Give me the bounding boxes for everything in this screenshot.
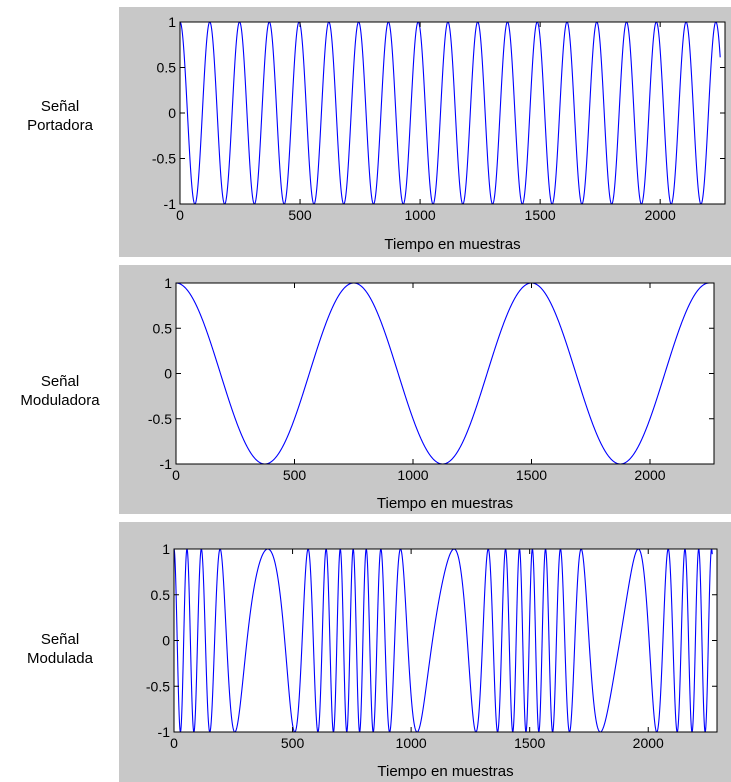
chart-1: 0 500 1000 1500 2000 1 0.5 0 -0.5 -1 Tiempo en mue…: [148, 275, 715, 512]
x-tick-label: 1000: [397, 467, 428, 483]
y-tick-label: 0: [162, 633, 170, 649]
y-tick-label: 1: [162, 541, 170, 557]
x-tick-label: 1500: [516, 467, 547, 483]
plot-area: [176, 283, 714, 464]
x-axis-label: Tiempo en muestras: [377, 763, 513, 780]
chart-0: 0 500 1000 1500 2000 1 0.5 0 -0.5 -1 Tiempo en mue…: [152, 14, 726, 253]
y-tick-label: -0.5: [146, 678, 170, 694]
row-label-modulada: Señal Modulada: [27, 631, 93, 667]
x-axis-label: Tiempo en muestras: [377, 495, 513, 512]
x-tick-label: 500: [281, 735, 305, 751]
x-tick-label: 0: [172, 467, 180, 483]
y-tick-label: -0.5: [152, 151, 176, 167]
series-line-0: [180, 22, 721, 204]
x-tick-label: 1000: [396, 735, 427, 751]
x-tick-label: 2000: [633, 735, 664, 751]
y-tick-label: 1: [164, 275, 172, 291]
x-axis-label: Tiempo en muestras: [384, 236, 520, 253]
x-tick-label: 2000: [634, 467, 665, 483]
y-tick-label: -1: [158, 724, 171, 740]
y-tick-label: -1: [164, 196, 177, 212]
plot-area: [174, 549, 717, 732]
chart-2: 0 500 1000 1500 2000 1 0.5 0 -0.5 -1 Tiempo en mue…: [146, 541, 718, 780]
x-tick-label: 1500: [525, 207, 556, 223]
y-tick-label: 0.5: [157, 60, 177, 76]
x-tick-label: 500: [288, 207, 312, 223]
y-tick-label: 0.5: [151, 587, 171, 603]
x-tick-label: 0: [170, 735, 178, 751]
x-tick-label: 1500: [514, 735, 545, 751]
y-tick-label: -1: [160, 456, 173, 472]
y-tick-label: -0.5: [148, 411, 172, 427]
row-label-portadora: Señal Portadora: [27, 98, 93, 134]
row-label-moduladora: Señal Moduladora: [20, 373, 100, 409]
series-line-0: [174, 549, 713, 732]
x-tick-label: 2000: [645, 207, 676, 223]
x-tick-label: 500: [283, 467, 307, 483]
y-tick-label: 0: [168, 105, 176, 121]
y-tick-label: 1: [168, 14, 176, 30]
y-tick-label: 0.5: [153, 320, 173, 336]
x-tick-label: 0: [176, 207, 184, 223]
x-tick-label: 1000: [405, 207, 436, 223]
y-tick-label: 0: [164, 366, 172, 382]
